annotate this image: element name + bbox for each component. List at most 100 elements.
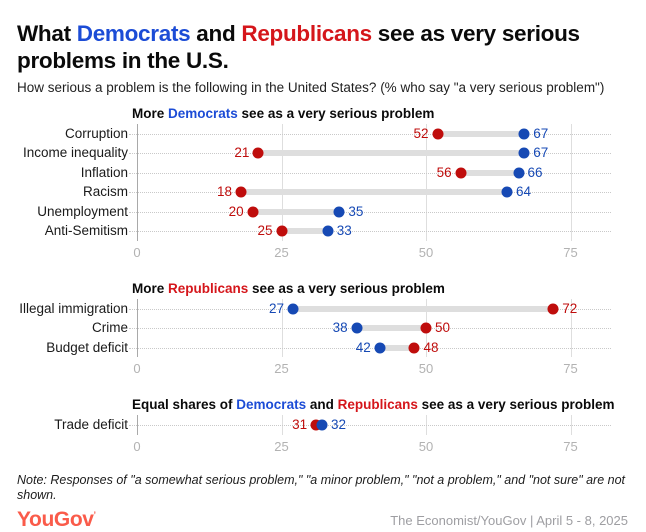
chart-row: Corruption 52 67	[17, 124, 611, 144]
section-header: Equal shares of Democrats and Republican…	[132, 396, 614, 413]
row-plot: 56 66	[129, 163, 611, 183]
section-header-text: see as a very serious problem	[237, 105, 435, 121]
row-plot: 38 50	[129, 318, 611, 338]
axis-tick-label: 75	[563, 438, 578, 454]
chart-row: Illegal immigration 27 72	[17, 299, 611, 319]
republican-value-label: 52	[413, 125, 429, 141]
grid-layer	[137, 123, 611, 241]
republican-dot	[408, 342, 420, 354]
gridline-zero	[137, 123, 138, 241]
connector-bar	[258, 150, 525, 157]
row-plot: 31 32	[129, 415, 611, 435]
democrat-value-label: 27	[269, 300, 285, 316]
connector-bar	[252, 208, 340, 215]
title-text: see as very serious problems in the U.S.	[17, 21, 580, 74]
row-plot: 20 35	[129, 202, 611, 222]
row-plot: 52 67	[129, 124, 611, 144]
logo-trademark-icon: ’	[93, 509, 97, 520]
republican-value-label: 50	[435, 320, 451, 336]
axis-tick-label: 25	[274, 244, 289, 260]
row-plot: 27 72	[129, 299, 611, 319]
axis-tick-label: 0	[133, 438, 141, 454]
republican-dot	[235, 186, 247, 198]
democrat-value-label: 67	[533, 145, 549, 161]
chart-row: Unemployment 20 35	[17, 202, 611, 222]
row-label: Inflation	[80, 164, 128, 180]
rows-area: Trade deficit 31 32	[17, 415, 611, 435]
democrat-dot	[322, 225, 334, 237]
x-axis: 0 25 50 75	[133, 357, 611, 378]
leader-line	[129, 133, 611, 135]
gridline	[426, 123, 428, 241]
source-credit: The Economist/YouGov | April 5 - 8, 2025	[390, 512, 628, 528]
row-label: Crime	[92, 320, 128, 336]
title-text: and	[190, 21, 242, 46]
republican-value-label: 18	[217, 184, 233, 200]
democrat-value-label: 38	[332, 320, 348, 336]
connector-bar	[293, 305, 554, 312]
democrat-dot	[287, 303, 299, 315]
x-axis: 0 25 50 75	[133, 241, 611, 262]
connector-bar	[437, 130, 525, 137]
section-header-text: and	[306, 397, 338, 413]
republican-value-label: 21	[234, 145, 250, 161]
title-democrat-word: Democrats	[76, 21, 191, 46]
title-republican-word: Republicans	[241, 21, 372, 46]
chart-row: Crime 38 50	[17, 318, 611, 338]
section-header: More Democrats see as a very serious pro…	[132, 105, 611, 122]
rows-area: Illegal immigration 27 72 Crime 38 50 Budget d…	[17, 298, 611, 358]
row-label: Racism	[82, 184, 128, 200]
chart-row: Inflation 56 66	[17, 163, 611, 183]
chart-subtitle: How serious a problem is the following i…	[17, 79, 605, 95]
leader-line	[129, 231, 611, 233]
democrat-value-label: 33	[336, 223, 352, 239]
section-header-text: Equal shares of	[132, 397, 237, 413]
gridline	[281, 123, 283, 241]
axis-tick-label: 0	[133, 361, 141, 377]
republican-dot	[252, 147, 264, 159]
gridline	[570, 123, 572, 241]
section-header-text: see as a very serious problem	[417, 397, 615, 413]
section-header-text: see as a very serious problem	[248, 280, 445, 296]
democrat-dot	[333, 206, 345, 218]
section-header-republican-word: Republicans	[337, 397, 418, 413]
footnote: Note: Responses of "a somewhat serious p…	[17, 472, 626, 502]
democrat-dot	[316, 419, 328, 431]
x-axis: 0 25 50 75	[133, 435, 611, 456]
democrat-dot	[518, 147, 530, 159]
leader-line	[129, 425, 611, 427]
axis-tick-label: 25	[274, 438, 289, 454]
connector-bar	[379, 344, 415, 351]
axis-tick-label: 25	[274, 361, 289, 377]
row-label: Unemployment	[37, 203, 128, 219]
connector-bar	[356, 325, 427, 332]
democrat-value-label: 64	[515, 184, 531, 200]
connector-bar	[281, 228, 328, 235]
leader-line	[129, 172, 611, 174]
section-header-text: More	[132, 280, 169, 296]
connector-bar	[460, 169, 519, 176]
section-header-democrat-word: Democrats	[168, 105, 238, 121]
democrat-value-label: 66	[527, 164, 543, 180]
row-plot: 18 64	[129, 182, 611, 202]
republican-dot	[247, 206, 259, 218]
republican-value-label: 72	[562, 300, 578, 316]
democrat-value-label: 35	[348, 203, 364, 219]
title-text: What	[17, 21, 77, 46]
rows-area: Corruption 52 67 Income inequality 21 67 Infla…	[17, 123, 611, 241]
democrat-value-label: 42	[355, 339, 371, 355]
axis-tick-label: 0	[133, 244, 141, 260]
axis-tick-label: 75	[563, 361, 578, 377]
republican-dot	[420, 322, 432, 334]
yougov-logo-text: YouGov	[17, 507, 94, 531]
section-more-republicans: More Republicans see as a very serious p…	[17, 280, 611, 379]
democrat-dot	[501, 186, 513, 198]
republican-dot	[310, 419, 322, 431]
row-label: Anti-Semitism	[44, 223, 128, 239]
leader-line	[129, 211, 611, 213]
axis-tick-label: 50	[418, 244, 434, 260]
connector-bar	[241, 189, 507, 196]
republican-value-label: 20	[228, 203, 244, 219]
republican-value-label: 31	[292, 417, 308, 433]
section-header-republican-word: Republicans	[168, 280, 249, 296]
